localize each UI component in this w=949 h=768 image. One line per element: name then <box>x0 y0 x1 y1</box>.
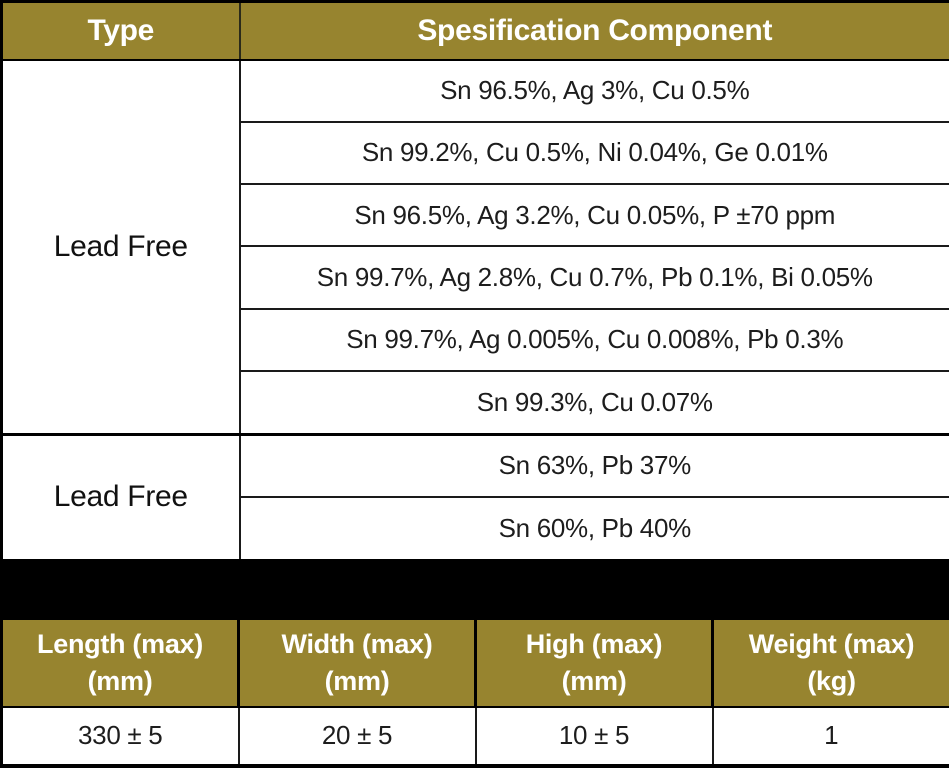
dim-table-value-row: 330 ± 5 20 ± 5 10 ± 5 1 <box>1 706 949 766</box>
table-row: Sn 99.3%, Cu 0.07% <box>2 369 949 435</box>
table-row: Lead Free Sn 63%, Pb 37% <box>1 432 949 561</box>
width-value: 20 ± 5 <box>238 706 477 766</box>
weight-value: 1 <box>712 706 949 766</box>
spec-component-value: Sn 96.5%, Ag 3%, Cu 0.5% <box>239 59 949 122</box>
width-column-header: Width (max) (mm) <box>238 618 477 708</box>
table-row: Lead Free Sn 96.5%, Ag 3%, Cu 0.5% <box>1 59 949 435</box>
length-header-label: Length (max) <box>37 629 203 660</box>
spec-component-value: Sn 60%, Pb 40% <box>239 496 949 561</box>
type-group-lead-free-2: Lead Free <box>1 432 241 561</box>
spec-table-header-row: Type Spesification Component <box>1 1 949 61</box>
black-separator-band <box>0 562 949 617</box>
spec-component-value: Sn 96.5%, Ag 3.2%, Cu 0.05%, P ±70 ppm <box>239 183 949 247</box>
high-header-unit: (mm) <box>561 665 627 696</box>
width-header-unit: (mm) <box>324 665 390 696</box>
table-row: Sn 99.7%, Ag 0.005%, Cu 0.008%, Pb 0.3% <box>2 307 949 371</box>
table-row: Sn 60%, Pb 40% <box>2 496 949 561</box>
length-value: 330 ± 5 <box>1 706 240 766</box>
length-header-unit: (mm) <box>87 665 153 696</box>
spec-component-value: Sn 63%, Pb 37% <box>239 432 949 498</box>
high-column-header: High (max) (mm) <box>475 618 714 708</box>
table-row: Sn 99.2%, Cu 0.5%, Ni 0.04%, Ge 0.01% <box>2 120 949 185</box>
dim-table-header-row: Length (max) (mm) Width (max) (mm) High … <box>1 618 949 708</box>
component-column-header: Spesification Component <box>239 1 949 61</box>
weight-header-label: Weight (max) <box>748 629 915 660</box>
weight-header-unit: (kg) <box>807 665 856 696</box>
table-row: Sn 99.7%, Ag 2.8%, Cu 0.7%, Pb 0.1%, Bi … <box>2 245 949 309</box>
high-header-label: High (max) <box>525 629 663 660</box>
type-group-lead-free-1: Lead Free <box>1 59 241 435</box>
spec-component-value: Sn 99.7%, Ag 0.005%, Cu 0.008%, Pb 0.3% <box>239 307 949 371</box>
spec-component-value: Sn 99.7%, Ag 2.8%, Cu 0.7%, Pb 0.1%, Bi … <box>239 245 949 309</box>
specification-table: Type Spesification Component Lead Free S… <box>0 0 949 562</box>
dimensions-table: Length (max) (mm) Width (max) (mm) High … <box>0 617 949 768</box>
spec-component-value: Sn 99.2%, Cu 0.5%, Ni 0.04%, Ge 0.01% <box>239 120 949 185</box>
spec-component-value: Sn 99.3%, Cu 0.07% <box>239 369 949 435</box>
high-value: 10 ± 5 <box>475 706 714 766</box>
table-row: Sn 96.5%, Ag 3.2%, Cu 0.05%, P ±70 ppm <box>2 183 949 247</box>
width-header-label: Width (max) <box>281 629 433 660</box>
weight-column-header: Weight (max) (kg) <box>712 618 949 708</box>
type-column-header: Type <box>1 1 241 61</box>
length-column-header: Length (max) (mm) <box>1 618 240 708</box>
